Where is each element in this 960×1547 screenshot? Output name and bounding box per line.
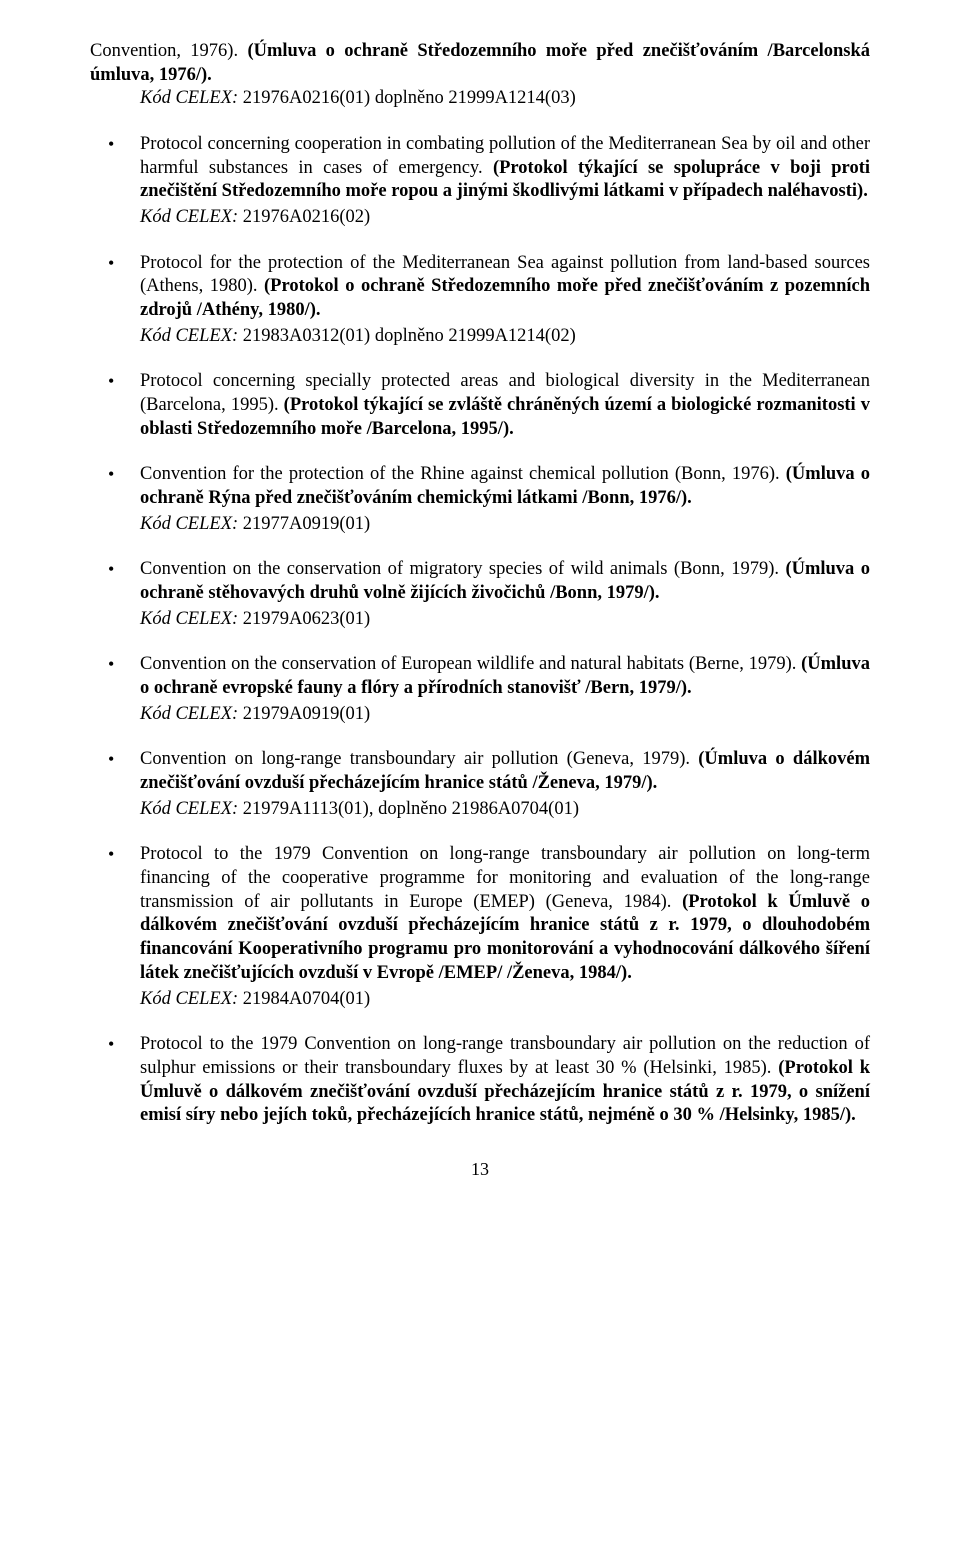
celex-code: 21979A0623(01) xyxy=(238,609,370,629)
list-item: Protocol to the 1979 Convention on long-… xyxy=(90,1033,870,1128)
celex-code: 21979A1113(01), doplněno 21986A0704(01) xyxy=(238,799,579,819)
list-item: Protocol for the protection of the Medit… xyxy=(90,252,870,349)
celex-label: Kód CELEX: xyxy=(140,704,238,724)
celex-code: 21976A0216(02) xyxy=(238,207,370,227)
celex-label: Kód CELEX: xyxy=(140,989,238,1009)
item-en: Convention on long-range transboundary a… xyxy=(140,749,690,769)
item-celex: Kód CELEX: 21979A0919(01) xyxy=(140,703,870,727)
celex-label: Kód CELEX: xyxy=(140,88,238,108)
item-celex: Kód CELEX: 21979A1113(01), doplněno 2198… xyxy=(140,798,870,822)
page-number: 13 xyxy=(90,1158,870,1181)
continuation-en: Convention, 1976). xyxy=(90,41,238,61)
item-en: Protocol to the 1979 Convention on long-… xyxy=(140,1034,870,1078)
continuation-paragraph: Convention, 1976). (Úmluva o ochraně Stř… xyxy=(90,40,870,87)
continuation-celex: Kód CELEX: 21976A0216(01) doplněno 21999… xyxy=(140,87,870,111)
item-celex: Kód CELEX: 21984A0704(01) xyxy=(140,988,870,1012)
item-celex: Kód CELEX: 21979A0623(01) xyxy=(140,608,870,632)
celex-label: Kód CELEX: xyxy=(140,207,238,227)
item-en: Convention on the conservation of Europe… xyxy=(140,654,796,674)
item-celex: Kód CELEX: 21983A0312(01) doplněno 21999… xyxy=(140,325,870,349)
celex-code: 21984A0704(01) xyxy=(238,989,370,1009)
bullet-list: Protocol concerning cooperation in comba… xyxy=(90,133,870,1128)
item-en: Convention for the protection of the Rhi… xyxy=(140,464,780,484)
celex-label: Kód CELEX: xyxy=(140,799,238,819)
item-celex: Kód CELEX: 21977A0919(01) xyxy=(140,513,870,537)
celex-code: 21983A0312(01) doplněno 21999A1214(02) xyxy=(238,326,576,346)
list-item: Convention on the conservation of Europe… xyxy=(90,653,870,726)
list-item: Protocol concerning cooperation in comba… xyxy=(90,133,870,230)
celex-code: 21976A0216(01) doplněno 21999A1214(03) xyxy=(238,88,576,108)
celex-label: Kód CELEX: xyxy=(140,609,238,629)
item-celex: Kód CELEX: 21976A0216(02) xyxy=(140,206,870,230)
item-en: Convention on the conservation of migrat… xyxy=(140,559,779,579)
list-item: Protocol concerning specially protected … xyxy=(90,370,870,441)
page-container: Convention, 1976). (Úmluva o ochraně Stř… xyxy=(0,0,960,1231)
celex-label: Kód CELEX: xyxy=(140,326,238,346)
list-item: Convention on long-range transboundary a… xyxy=(90,748,870,821)
list-item: Protocol to the 1979 Convention on long-… xyxy=(90,843,870,1011)
celex-label: Kód CELEX: xyxy=(140,514,238,534)
celex-code: 21977A0919(01) xyxy=(238,514,370,534)
list-item: Convention on the conservation of migrat… xyxy=(90,558,870,631)
celex-code: 21979A0919(01) xyxy=(238,704,370,724)
list-item: Convention for the protection of the Rhi… xyxy=(90,463,870,536)
